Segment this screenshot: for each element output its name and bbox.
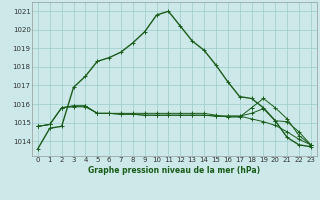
X-axis label: Graphe pression niveau de la mer (hPa): Graphe pression niveau de la mer (hPa) bbox=[88, 166, 260, 175]
